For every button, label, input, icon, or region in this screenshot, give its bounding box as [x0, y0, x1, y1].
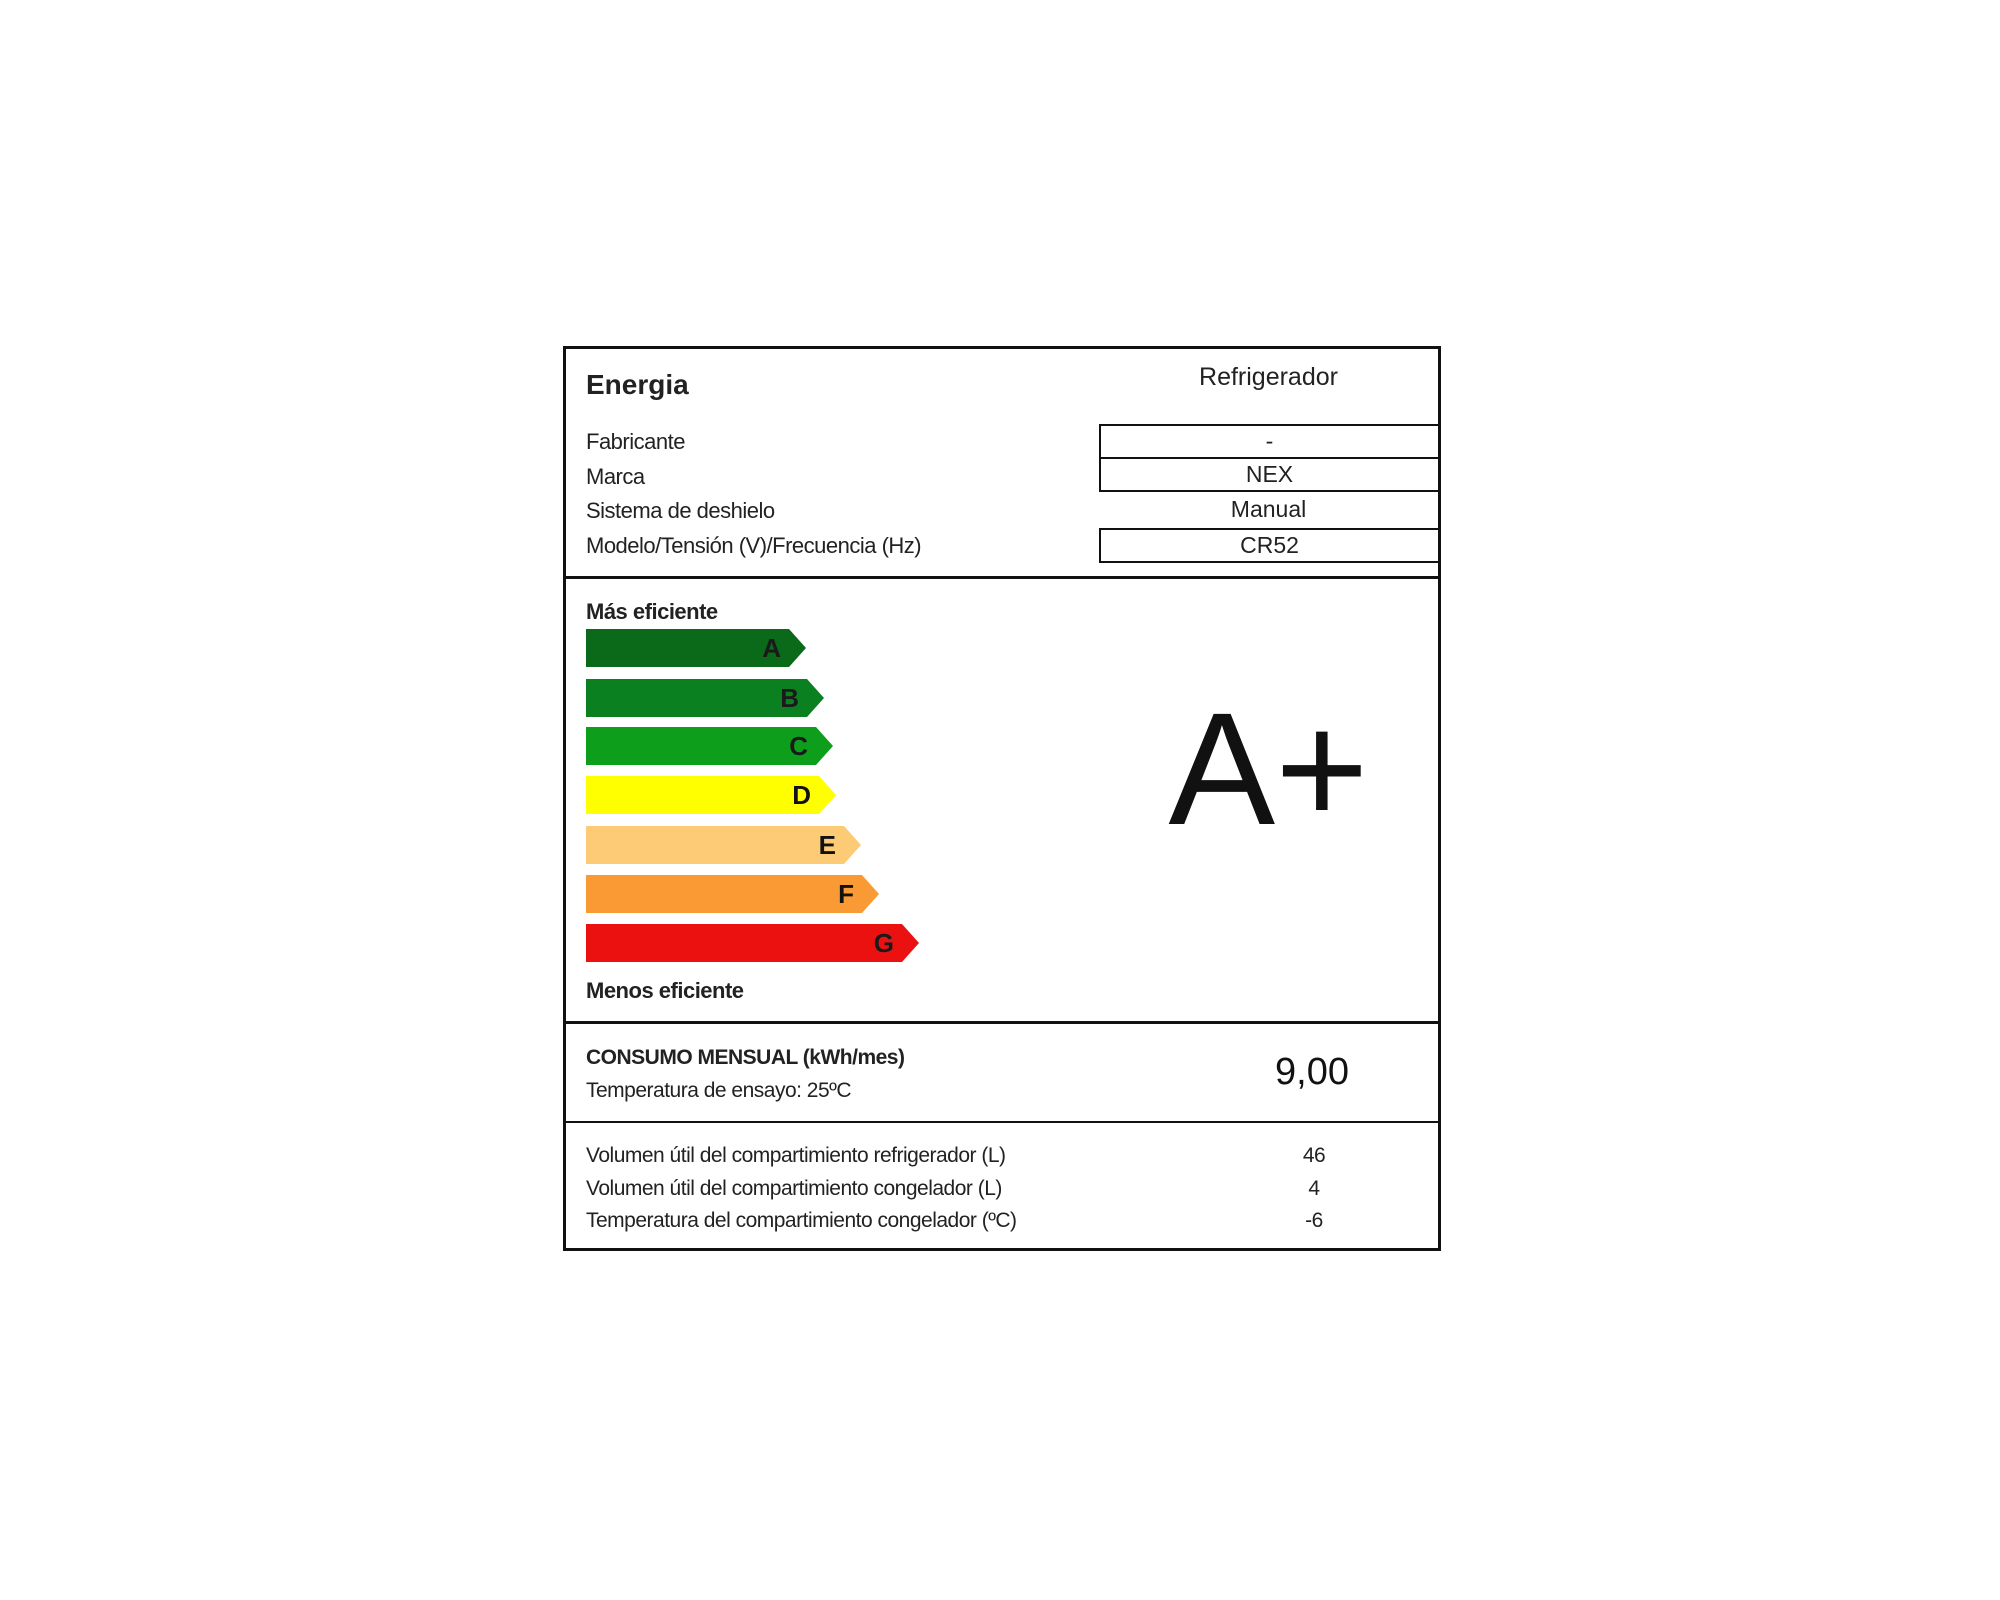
test-temperature: Temperatura de ensayo: 25ºC: [586, 1079, 852, 1102]
spec-label: Volumen útil del compartimiento refriger…: [586, 1144, 1006, 1167]
info-label-deshielo: Sistema de deshielo: [586, 498, 775, 523]
spec-value: 4: [1308, 1177, 1320, 1200]
efficiency-letter: D: [792, 780, 811, 810]
info-label-modelo: Modelo/Tensión (V)/Frecuencia (Hz): [586, 533, 922, 558]
efficiency-arrow: [586, 679, 824, 717]
efficiency-arrow: [586, 727, 833, 765]
info-value-modelo: CR52: [1099, 528, 1438, 563]
consumption-title: CONSUMO MENSUAL (kWh/mes): [586, 1046, 905, 1069]
efficiency-class-a: A: [586, 629, 806, 667]
info-label-marca: Marca: [586, 464, 645, 489]
efficiency-arrow: [586, 629, 806, 667]
efficiency-rating: A+: [1168, 679, 1369, 858]
efficiency-letter: E: [819, 830, 836, 860]
efficiency-arrow: [586, 924, 919, 962]
info-value-deshielo: Manual: [1230, 496, 1307, 522]
more-efficient-label: Más eficiente: [586, 599, 718, 624]
efficiency-class-e: E: [586, 826, 861, 864]
divider: [566, 576, 1438, 579]
efficiency-class-f: F: [586, 875, 879, 913]
spec-label: Volumen útil del compartimiento congelad…: [586, 1177, 1002, 1200]
efficiency-letter: C: [789, 731, 808, 761]
divider: [566, 1021, 1438, 1024]
spec-value: -6: [1305, 1209, 1323, 1232]
appliance-type: Refrigerador: [1199, 363, 1338, 391]
efficiency-arrow: [586, 875, 879, 913]
efficiency-letter: B: [780, 683, 799, 713]
consumption-value: 9,00: [1275, 1051, 1349, 1093]
info-value-fabricante: -: [1099, 424, 1438, 459]
spec-value: 46: [1302, 1144, 1326, 1167]
efficiency-arrow: [586, 776, 836, 814]
divider: [566, 1121, 1438, 1123]
efficiency-letter: G: [874, 928, 894, 958]
efficiency-letter: A: [762, 633, 781, 663]
less-efficient-label: Menos eficiente: [586, 978, 744, 1003]
label-title: Energia: [586, 369, 689, 400]
info-value-marca: NEX: [1099, 457, 1438, 492]
info-label-fabricante: Fabricante: [586, 429, 685, 454]
spec-label: Temperatura del compartimiento congelado…: [586, 1209, 1017, 1232]
efficiency-class-d: D: [586, 776, 836, 814]
efficiency-class-b: B: [586, 679, 824, 717]
efficiency-arrow: [586, 826, 861, 864]
efficiency-class-g: G: [586, 924, 919, 962]
efficiency-letter: F: [838, 879, 854, 909]
energy-label: Energia Refrigerador Fabricante - Marca …: [563, 346, 1441, 1251]
efficiency-class-c: C: [586, 727, 833, 765]
